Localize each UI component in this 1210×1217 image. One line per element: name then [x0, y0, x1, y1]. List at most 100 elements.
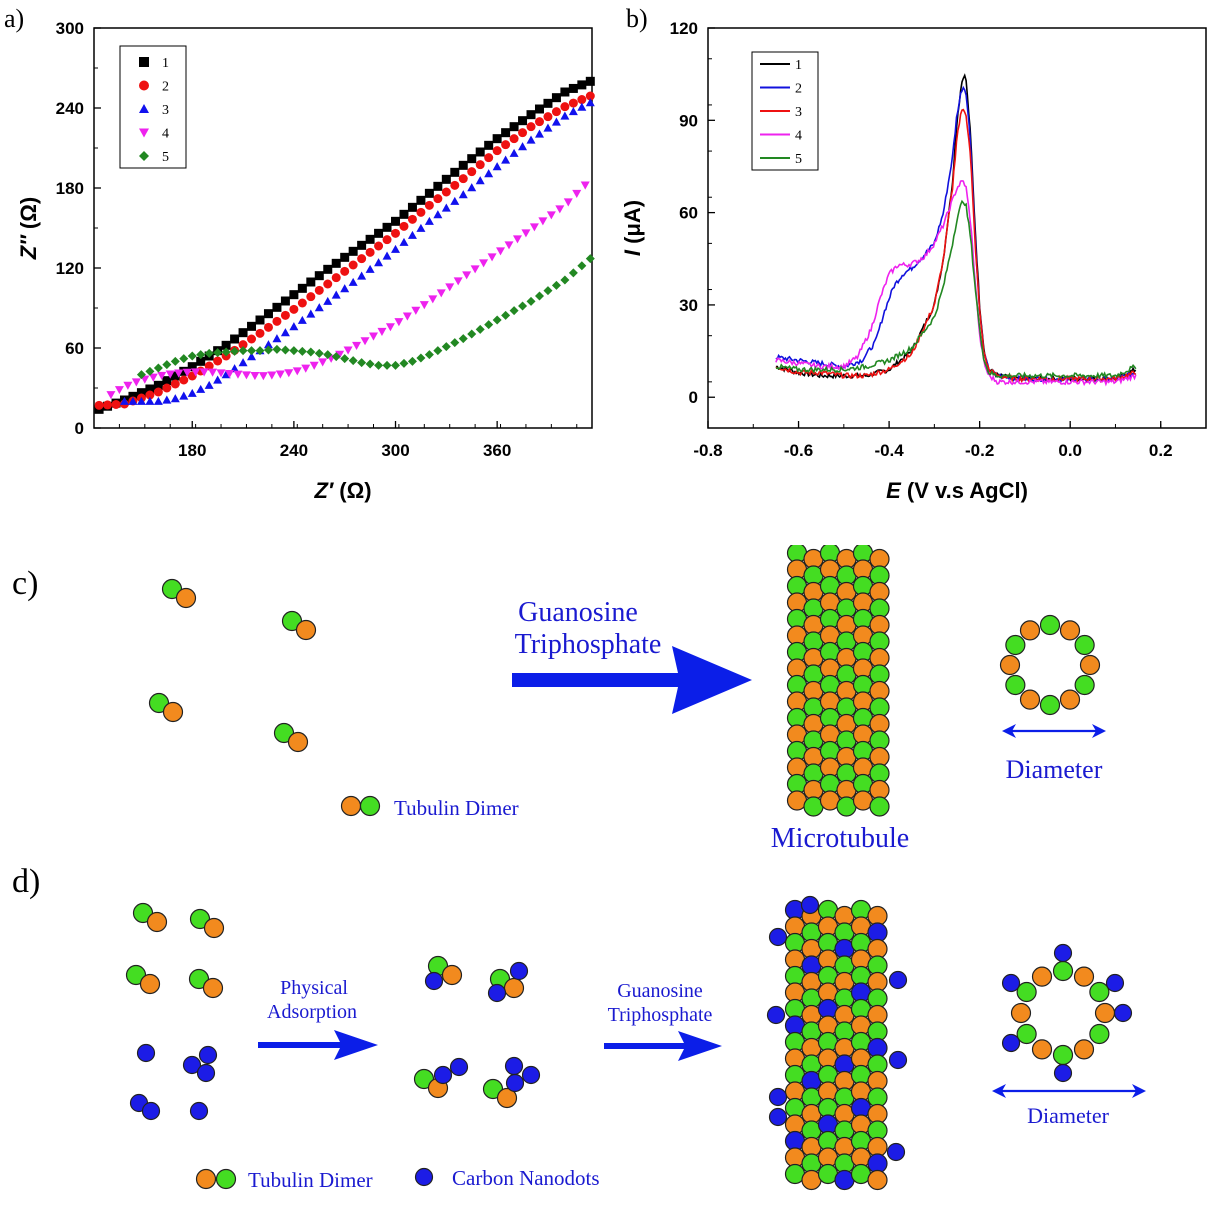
data-point [399, 358, 409, 368]
data-point [179, 391, 189, 400]
data-point [238, 328, 248, 338]
beta-tubulin [202, 977, 224, 999]
data-point [458, 190, 468, 199]
panel-d: d) Physical Adsorption Guanosine Triphos… [0, 855, 1210, 1217]
data-point [458, 174, 468, 184]
y-tick-label: 0 [75, 419, 84, 438]
data-point [323, 279, 333, 289]
data-point [153, 380, 163, 390]
x-tick-label: 240 [280, 441, 308, 460]
carbon-nanodots-label: Carbon Nanodots [452, 1166, 600, 1190]
data-point [314, 303, 324, 312]
diameter-double-arrow [992, 1084, 1146, 1098]
data-point [297, 315, 307, 324]
data-point [196, 356, 206, 366]
data-point [297, 283, 307, 293]
data-point [462, 271, 472, 280]
data-point [357, 240, 367, 250]
data-point [368, 332, 378, 341]
diameter-label: Diameter [1027, 1103, 1110, 1128]
data-point [280, 328, 290, 337]
plot-frame [707, 27, 1207, 429]
data-point [360, 337, 370, 346]
data-point [318, 358, 328, 367]
data-point [145, 366, 155, 376]
data-point [534, 117, 544, 127]
legend-beta-tubulin [340, 795, 362, 817]
data-point [331, 273, 341, 283]
y-tick-label: 60 [65, 339, 84, 358]
data-point [128, 391, 138, 401]
data-point [216, 369, 226, 378]
data-point [348, 356, 358, 366]
panel-b-label: b) [626, 4, 648, 33]
beta-tubulin [162, 701, 184, 723]
data-point [136, 396, 146, 405]
data-point [233, 370, 243, 379]
data-point [416, 195, 426, 205]
legend-label: 3 [162, 103, 169, 118]
tubulin-dimer [273, 722, 309, 753]
series-line-2 [775, 85, 1137, 383]
data-point [314, 271, 324, 281]
legend: 1 2 3 4 5 [119, 45, 187, 169]
data-point [241, 371, 251, 380]
data-point [191, 368, 201, 377]
data-point [568, 268, 578, 278]
data-point [568, 98, 578, 108]
adsorption-label-line2: Adsorption [267, 1001, 357, 1023]
data-point [484, 320, 494, 330]
adsorbed-nanodot [521, 1065, 541, 1085]
y-tick-label: 60 [679, 204, 698, 223]
data-point [301, 364, 311, 373]
data-point [467, 154, 477, 164]
data-point [238, 340, 248, 350]
x-tick-label: 0.0 [1058, 441, 1082, 460]
adsorbed-nanodot [424, 971, 444, 991]
data-point [475, 176, 485, 185]
data-point [580, 181, 590, 190]
microtubule-ring [999, 614, 1101, 716]
data-point [343, 346, 353, 355]
data-point [374, 228, 384, 238]
y-tick-label: 240 [56, 99, 84, 118]
data-point [543, 98, 553, 108]
data-point [555, 205, 565, 214]
data-point [306, 309, 316, 318]
data-point [441, 187, 451, 197]
data-point [563, 198, 573, 207]
data-point [424, 216, 434, 225]
data-point [382, 235, 392, 245]
data-point [170, 356, 180, 366]
y-tick-label: 120 [670, 19, 698, 38]
data-point [179, 375, 189, 385]
data-point [467, 167, 477, 177]
data-point [221, 370, 231, 379]
ring-nanodot [1001, 973, 1021, 993]
data-point [340, 252, 350, 262]
ring-subunit [1031, 1039, 1053, 1060]
ring-subunit [1019, 620, 1041, 641]
data-point [119, 396, 129, 405]
data-point [572, 189, 582, 199]
data-point [534, 104, 544, 114]
data-point [323, 350, 333, 360]
data-point [526, 110, 536, 120]
adsorbed-nanodot [504, 1056, 524, 1076]
tubulin-dimer [161, 578, 197, 609]
data-point [153, 363, 163, 373]
data-point [258, 372, 268, 381]
data-point [518, 301, 528, 311]
ring-nanodot [1113, 1003, 1133, 1023]
data-point [289, 290, 299, 300]
gtp-block-arrow [512, 646, 752, 714]
data-point [255, 328, 265, 338]
adsorbed-nanodot [433, 1065, 453, 1085]
data-point [103, 400, 113, 410]
left-arrowhead [992, 1084, 1006, 1098]
ring-subunit [1010, 1002, 1032, 1024]
data-point [382, 251, 392, 260]
data-point [492, 162, 502, 171]
data-point [433, 346, 443, 356]
